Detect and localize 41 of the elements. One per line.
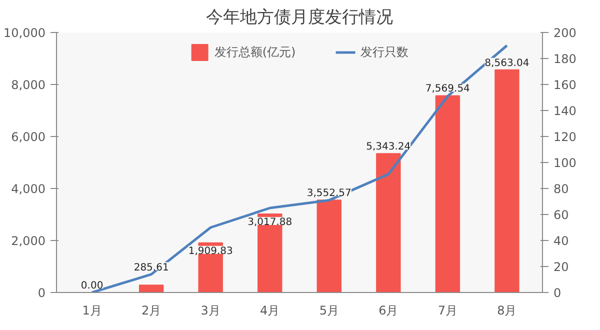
data-label: 7,569.54 bbox=[425, 84, 470, 95]
data-label: 285.61 bbox=[134, 262, 169, 274]
bar bbox=[316, 200, 342, 292]
y-tick-label: 8,000 bbox=[11, 78, 46, 92]
bar bbox=[376, 153, 401, 292]
data-label: 3,017.88 bbox=[248, 217, 292, 228]
x-tick-label: 8月 bbox=[497, 304, 517, 318]
y2-tick-label: 120 bbox=[554, 130, 576, 144]
y2-tick-label: 20 bbox=[554, 260, 569, 274]
bar bbox=[435, 95, 460, 292]
x-tick-label: 7月 bbox=[438, 304, 458, 318]
data-label: 0.00 bbox=[80, 280, 104, 292]
x-tick-label: 3月 bbox=[200, 304, 220, 318]
y-tick-label: 0 bbox=[38, 286, 46, 300]
y2-tick-label: 140 bbox=[554, 104, 576, 118]
data-label: 8,563.04 bbox=[484, 58, 530, 69]
data-label: 3,552.57 bbox=[306, 188, 352, 200]
y-tick-label: 4,000 bbox=[11, 182, 46, 196]
y2-tick-label: 40 bbox=[554, 234, 569, 248]
y-tick-label: 6,000 bbox=[11, 130, 46, 144]
x-tick-label: 2月 bbox=[142, 304, 162, 318]
x-tick-label: 4月 bbox=[260, 304, 280, 318]
data-label: 1,909.83 bbox=[188, 246, 233, 257]
y-tick-label: 2,000 bbox=[11, 234, 46, 248]
x-tick-label: 5月 bbox=[319, 304, 339, 318]
bar bbox=[138, 284, 164, 292]
x-tick-label: 6月 bbox=[378, 304, 398, 318]
y-tick-label: 10,000 bbox=[4, 26, 46, 40]
bar bbox=[494, 69, 520, 292]
x-tick-label: 1月 bbox=[82, 304, 102, 318]
legend-label: 发行总额(亿元) bbox=[214, 44, 296, 60]
y2-tick-label: 100 bbox=[554, 156, 576, 170]
y2-tick-label: 60 bbox=[554, 208, 569, 222]
y2-tick-label: 0 bbox=[554, 286, 562, 300]
y2-tick-label: 200 bbox=[554, 26, 576, 40]
y2-tick-label: 160 bbox=[554, 78, 576, 92]
data-label: 5,343.24 bbox=[366, 142, 411, 153]
legend-label: 发行只数 bbox=[360, 44, 409, 60]
chart-title: 今年地方债月度发行情况 bbox=[206, 8, 393, 28]
y2-tick-label: 80 bbox=[554, 182, 569, 196]
y2-tick-label: 180 bbox=[554, 52, 576, 66]
